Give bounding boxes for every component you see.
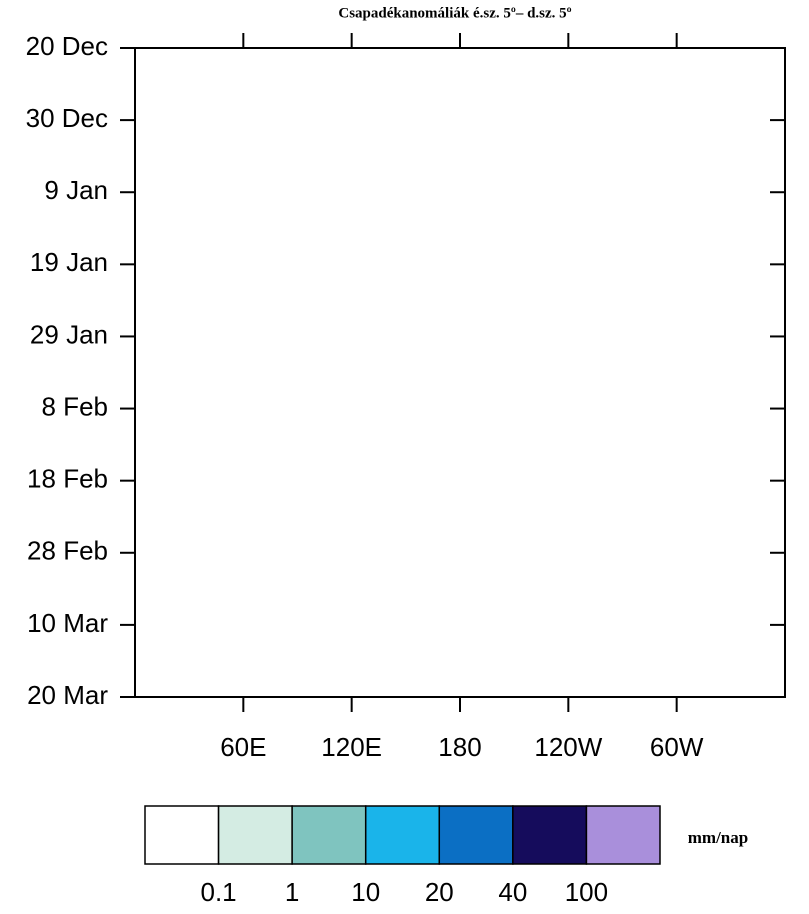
y-tick-label: 19 Jan bbox=[30, 247, 108, 277]
x-tick-label: 120W bbox=[534, 732, 602, 762]
y-tick-label: 29 Jan bbox=[30, 319, 108, 349]
y-tick-label: 20 Mar bbox=[27, 680, 108, 710]
colorbar-label: 20 bbox=[425, 877, 454, 907]
colorbar-unit: mm/nap bbox=[688, 828, 748, 847]
colorbar-box bbox=[438, 805, 514, 865]
x-tick-label: 180 bbox=[438, 732, 481, 762]
y-tick-label: 28 Feb bbox=[27, 536, 108, 566]
x-tick-label: 60W bbox=[650, 732, 704, 762]
colorbar-box bbox=[144, 805, 220, 865]
colorbar-label: 100 bbox=[565, 877, 608, 907]
y-tick-label: 30 Dec bbox=[26, 103, 108, 133]
colorbar-box bbox=[291, 805, 367, 865]
plot-frame bbox=[134, 47, 786, 698]
colorbar-box bbox=[585, 805, 661, 865]
colorbar-label: 40 bbox=[498, 877, 527, 907]
y-tick-label: 9 Jan bbox=[44, 175, 108, 205]
x-tick-label: 120E bbox=[321, 732, 382, 762]
colorbar-box bbox=[217, 805, 293, 865]
colorbar-label: 10 bbox=[351, 877, 380, 907]
y-tick-label: 10 Mar bbox=[27, 608, 108, 638]
y-tick-label: 20 Dec bbox=[26, 31, 108, 61]
colorbar-box bbox=[512, 805, 588, 865]
y-tick-label: 18 Feb bbox=[27, 464, 108, 494]
chart-title: Csapadékanomáliák é.sz. 5º– d.sz. 5º bbox=[338, 5, 571, 21]
colorbar-label: 1 bbox=[285, 877, 299, 907]
colorbar-label: 0.1 bbox=[200, 877, 236, 907]
colorbar-box bbox=[364, 805, 441, 865]
y-tick-label: 8 Feb bbox=[42, 391, 109, 421]
x-tick-label: 60E bbox=[220, 732, 266, 762]
